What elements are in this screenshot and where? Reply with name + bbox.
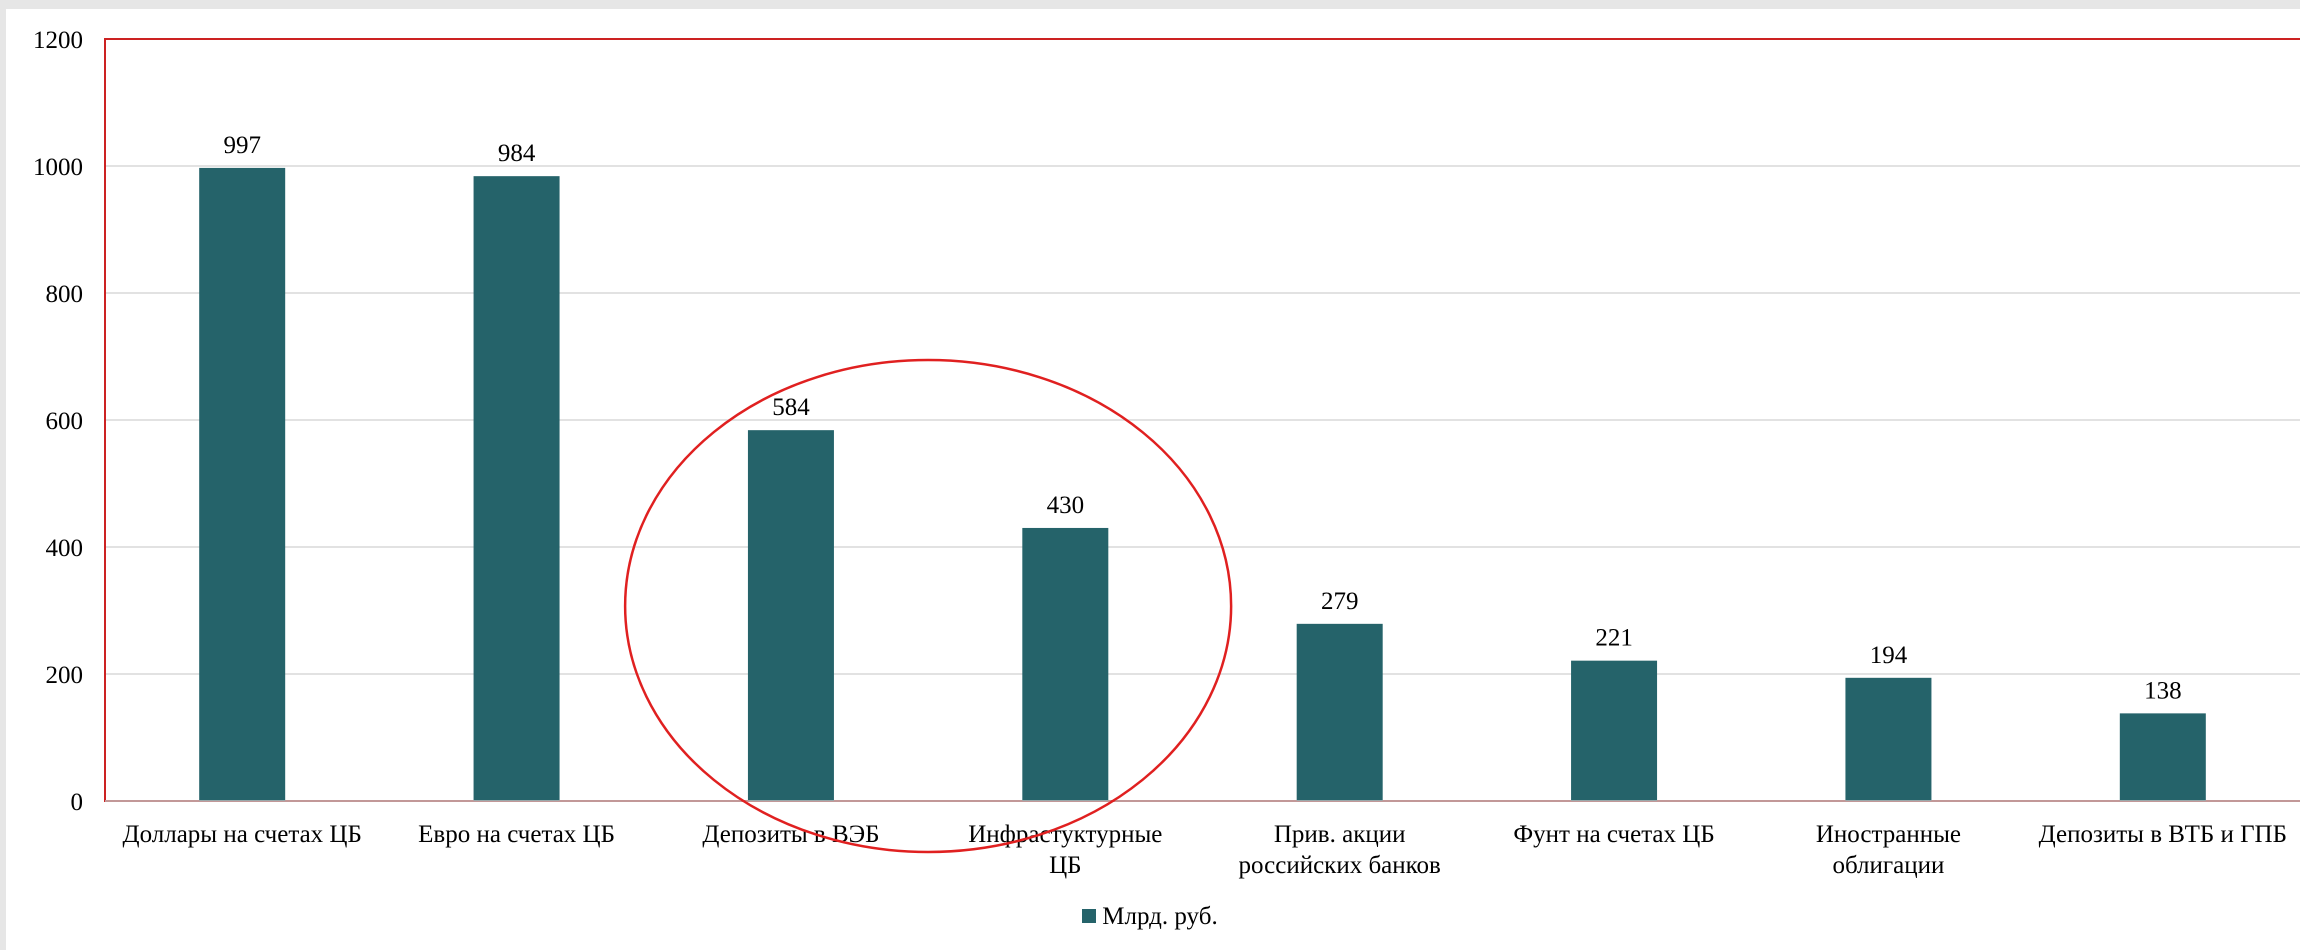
bar [1845, 677, 1932, 801]
bar [1022, 527, 1109, 801]
legend-label: Млрд. руб. [1102, 903, 1218, 930]
data-label: 584 [772, 394, 810, 421]
y-tick-label: 200 [46, 662, 84, 689]
y-tick-label: 600 [46, 408, 84, 435]
x-tick-label: Иностранные [1816, 821, 1961, 848]
legend-swatch [1082, 909, 1097, 923]
bar [1571, 660, 1658, 801]
x-tick-label: облигации [1832, 852, 1944, 879]
data-label: 279 [1321, 588, 1359, 615]
data-label: 984 [498, 140, 536, 167]
x-tick-label: Фунт на счетах ЦБ [1513, 821, 1714, 848]
y-tick-label: 0 [71, 789, 84, 816]
y-tick-label: 1000 [33, 154, 83, 181]
data-label: 430 [1047, 492, 1085, 519]
data-label: 997 [223, 132, 261, 159]
highlight-ellipse [623, 358, 1233, 854]
x-tick-label: Доллары на счетах ЦБ [123, 821, 362, 848]
data-label: 138 [2144, 677, 2182, 704]
data-label: 194 [1870, 642, 1908, 669]
bar [1296, 623, 1383, 801]
x-tick-label: ЦБ [1049, 852, 1081, 879]
y-tick-label: 800 [46, 281, 84, 308]
data-label: 221 [1595, 625, 1633, 652]
bar [747, 430, 834, 801]
x-tick-label: Прив. акции [1274, 821, 1406, 848]
bar [2119, 713, 2206, 801]
y-tick-label: 400 [46, 535, 84, 562]
y-tick-label: 1200 [33, 27, 83, 54]
x-tick-label: Депозиты в ВТБ и ГПБ [2039, 821, 2287, 848]
x-tick-label: российских банков [1239, 852, 1441, 879]
bar [199, 167, 286, 801]
legend: Млрд. руб. [0, 903, 2300, 931]
x-tick-label: Евро на счетах ЦБ [418, 821, 615, 848]
bar [473, 176, 560, 801]
